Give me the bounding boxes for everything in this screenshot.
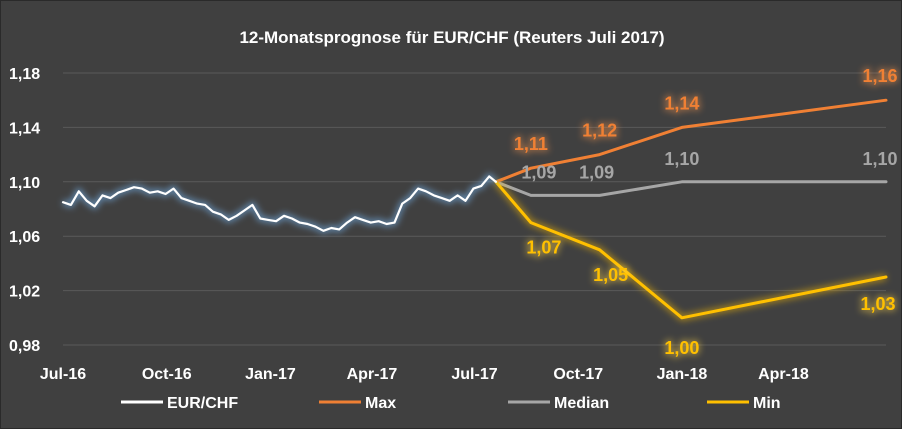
data-labels: 1,111,111,121,121,141,141,161,161,09 1,09…	[512, 65, 899, 360]
y-tick-label: 1,02	[9, 284, 40, 301]
data-label-min: 1,03	[860, 294, 895, 314]
data-label-glow-min: 1,05	[593, 265, 628, 285]
series-line-max	[494, 98, 888, 184]
data-label-max: 1,16	[862, 66, 897, 86]
legend-label-median: Median	[554, 395, 609, 412]
series-line-min	[494, 180, 888, 320]
x-tick-label: Jan-18	[657, 366, 708, 383]
data-label-median: 1,10	[862, 149, 897, 169]
data-label-max: 1,11	[514, 134, 548, 154]
y-tick-label: 1,18	[9, 66, 40, 83]
x-tick-label: Jul-17	[451, 366, 497, 383]
x-tick-label: Apr-17	[347, 366, 398, 383]
data-label-median: 1,09	[521, 162, 556, 182]
series-glow-eur-chf	[62, 172, 498, 234]
data-label-glow-max: 1,12	[582, 121, 617, 141]
data-label-glow-min: 1,07	[526, 238, 561, 258]
x-tick-label: Jan-17	[245, 366, 296, 383]
x-axis-ticks: Jul-16 Oct-16 Jan-17 Apr-17 Jul-17 Oct-17 Jan-…	[40, 366, 809, 383]
data-label-glow-max: 1,16	[862, 66, 897, 86]
y-tick-label: 0,98	[9, 338, 40, 355]
data-label-min: 1,00	[664, 338, 699, 358]
series-line-median	[494, 180, 888, 197]
chart-title: 12-Monatsprognose für EUR/CHF (Reuters J…	[239, 28, 664, 47]
series-lines	[61, 98, 888, 322]
y-tick-label: 1,10	[9, 175, 40, 192]
y-tick-label: 1,14	[9, 120, 40, 137]
legend-label-eur-chf: EUR/CHF	[167, 395, 238, 412]
series-line-eur-chf	[61, 175, 497, 232]
data-label-min: 1,05	[593, 265, 628, 285]
grid-lines	[63, 72, 886, 346]
data-label-median: 1,10	[664, 149, 699, 169]
legend: EUR/CHF Max Median Min	[121, 395, 781, 412]
x-tick-label: Apr-18	[758, 366, 809, 383]
x-tick-label: Jul-16	[40, 366, 86, 383]
data-label-max: 1,12	[582, 121, 617, 141]
data-label-glow-max: 1,14	[664, 93, 699, 113]
legend-label-max: Max	[365, 395, 396, 412]
y-axis-ticks: 0,98 1,02 1,06 1,10 1,14 1,18	[9, 66, 40, 355]
x-tick-label: Oct-16	[142, 366, 192, 383]
x-tick-label: Oct-17	[553, 366, 603, 383]
data-label-glow-min: 1,03	[860, 294, 895, 314]
data-label-median: 1,09	[579, 162, 614, 182]
data-label-max: 1,14	[664, 93, 699, 113]
data-label-glow-min: 1,00	[664, 338, 699, 358]
data-label-min: 1,07	[526, 238, 561, 258]
data-label-glow-max: 1,11	[514, 134, 548, 154]
legend-label-min: Min	[753, 395, 781, 412]
y-tick-label: 1,06	[9, 229, 40, 246]
